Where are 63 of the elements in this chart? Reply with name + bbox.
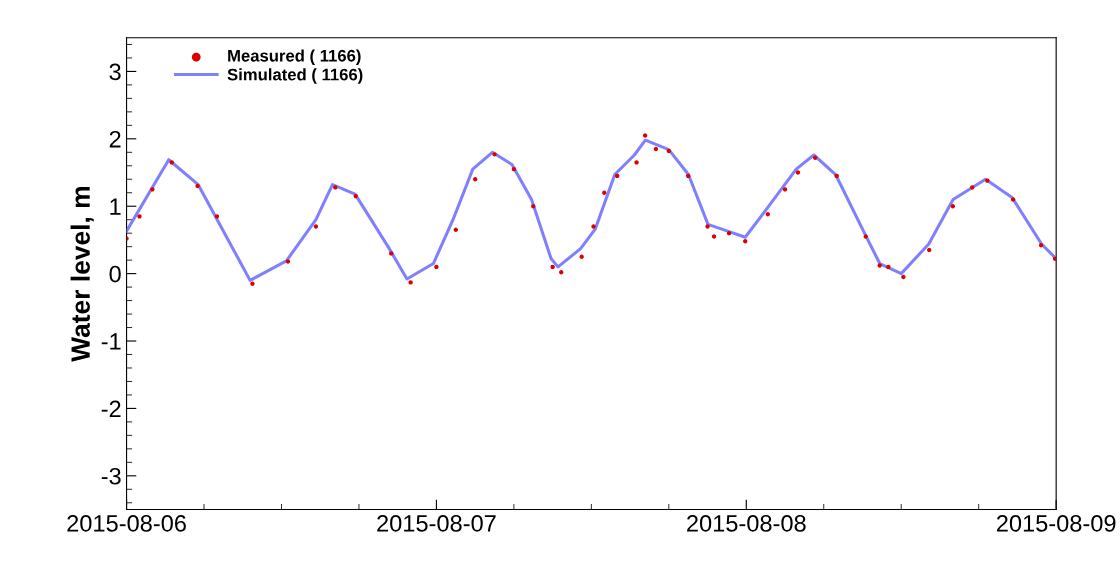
point [1052,256,1057,261]
y-tick-label: -3 [101,467,121,485]
point [472,177,478,182]
point [408,280,413,285]
x-tick-label: 2015-08-09 [996,515,1116,532]
point [985,178,990,183]
point [950,204,956,209]
x-tick-label: 2015-08-08 [687,515,806,532]
point [711,234,717,239]
y-tick-label: 2 [109,130,121,148]
point [550,264,555,270]
point [285,259,291,264]
point [970,185,975,190]
point [591,224,596,229]
point [150,187,155,192]
y-tick-label: -1 [101,333,121,350]
point [353,193,358,199]
point [453,227,458,232]
y-tick-label: 1 [110,198,121,215]
point [666,148,672,154]
point [559,270,564,275]
y-tick-label: 3 [109,63,121,81]
point [1010,197,1016,202]
point [834,173,839,179]
point [492,152,497,157]
point [195,183,200,189]
point [686,173,691,179]
point [863,234,868,239]
point [927,247,932,253]
point [743,239,748,244]
point [434,264,439,270]
x-tick-label: 2015-08-06 [67,515,186,532]
point [765,212,771,217]
point [886,264,891,270]
y-tick-label: 0 [109,265,121,283]
point [389,251,394,256]
point [602,190,607,195]
point [531,204,536,209]
point [614,173,620,179]
point [653,146,659,152]
point [705,224,710,229]
legend-label: Simulated ( 1166) [227,68,363,84]
point [214,214,220,219]
point [812,155,818,160]
point [634,160,639,165]
point [726,230,732,236]
legend-label: Measured ( 1166) [228,49,361,65]
point [782,187,788,192]
point [169,160,174,165]
point [1038,243,1044,248]
x-tick-label: 2015-08-07 [377,515,496,532]
y-tick-label: -2 [101,400,121,417]
point [511,166,517,172]
point [250,281,255,286]
point [901,274,906,280]
point [137,214,142,219]
point [642,133,648,138]
point [579,254,584,259]
point [795,170,801,175]
point [313,224,319,229]
y-axis-title: Water level, m [70,187,94,362]
point [877,263,882,268]
point [333,185,338,190]
